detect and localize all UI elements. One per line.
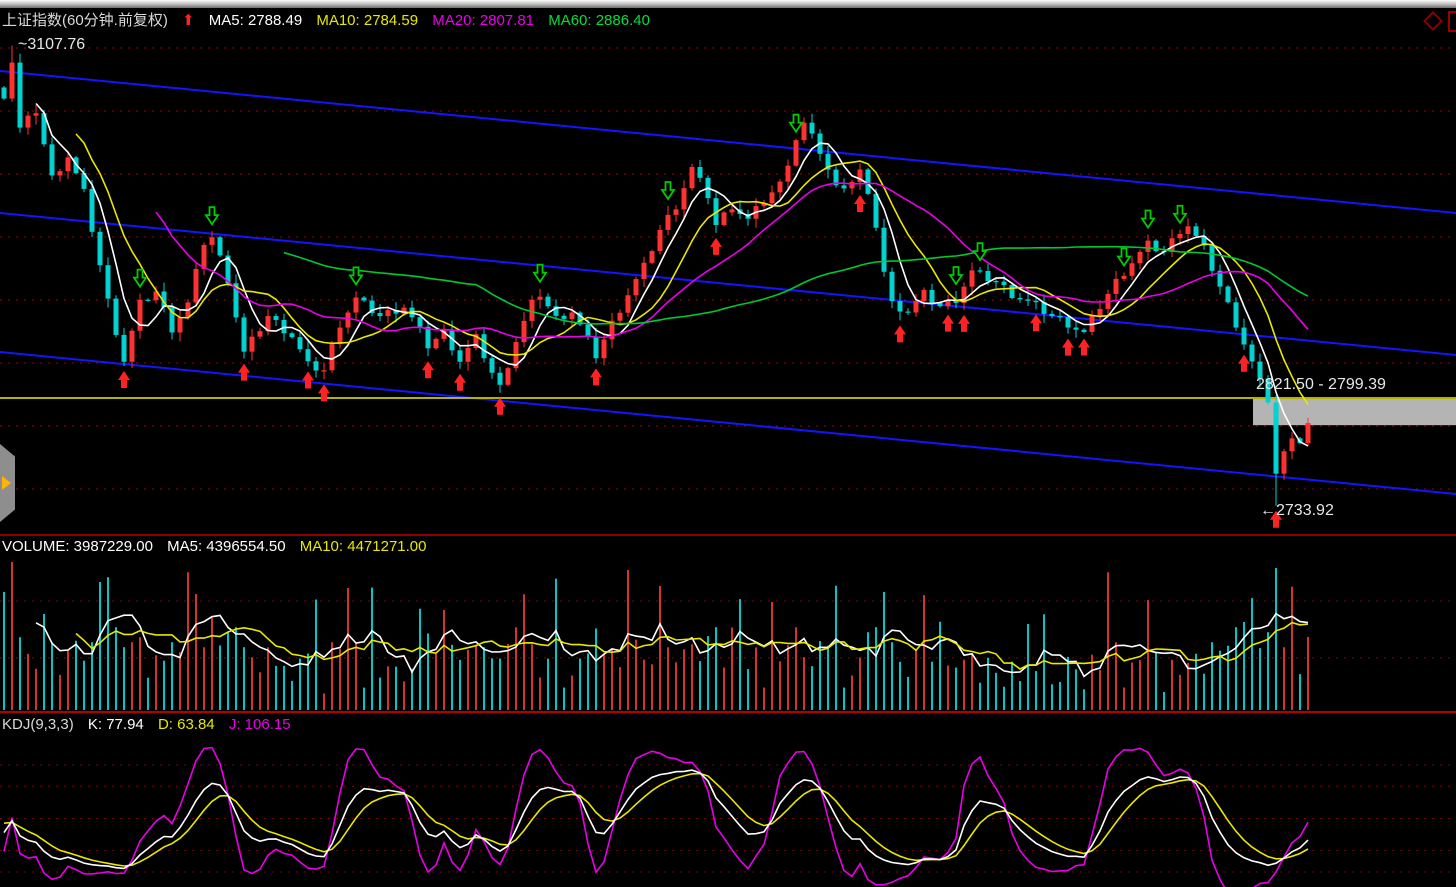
- buy-signal-icon: [238, 363, 250, 381]
- volume-bars: [3, 562, 1309, 710]
- trend-up-arrow-icon: ⬆: [182, 12, 195, 29]
- volume-ma5-line: [35, 612, 1309, 678]
- sell-signal-icon: [1140, 209, 1156, 230]
- sell-signal-icon: [1116, 247, 1132, 268]
- volume-chart[interactable]: [0, 559, 1456, 711]
- panel-separator: [0, 534, 1456, 536]
- ma-line-ma10: [75, 133, 1309, 405]
- instrument-title: 上证指数(60分钟.前复权): [2, 12, 168, 29]
- sell-signal-icon: [348, 266, 364, 287]
- kdj-name: KDJ(9,3,3): [2, 716, 74, 733]
- ma-lines: [35, 102, 1309, 447]
- buy-signal-icon: [590, 368, 602, 386]
- ma20-value: MA20: 2807.81: [432, 12, 535, 29]
- candles: [1, 45, 1311, 506]
- sell-signal-icon: [660, 181, 676, 201]
- volume-ma-lines: [35, 612, 1309, 678]
- window-top-edge: [0, 0, 1456, 8]
- ma-line-ma60: [283, 245, 1309, 325]
- volume-ma5-value: MA5: 4396554.50: [167, 538, 286, 555]
- volume-gridlines: [0, 600, 1456, 659]
- kdj-j-value: J: 106.15: [228, 716, 291, 733]
- sell-signal-icon: [1172, 204, 1188, 225]
- buy-signal-icon: [1270, 510, 1282, 528]
- buy-signal-icon: [302, 371, 314, 389]
- main-candlestick-chart[interactable]: [0, 28, 1456, 534]
- buy-signal-icon: [422, 361, 434, 379]
- panel-separator: [0, 711, 1456, 713]
- volume-value: VOLUME: 3987229.00: [2, 538, 153, 555]
- main-chart-header: 上证指数(60分钟.前复权) ⬆ MA5: 2788.49 MA10: 2784…: [2, 9, 660, 30]
- buy-signal-icon: [942, 314, 954, 332]
- buy-signal-icon: [1238, 354, 1250, 372]
- buy-signal-icon: [1078, 338, 1090, 356]
- buy-signal-icon: [118, 371, 130, 389]
- ma10-value: MA10: 2784.59: [316, 12, 419, 29]
- sell-signal-icon: [788, 113, 804, 134]
- ma60-value: MA60: 2886.40: [548, 12, 650, 29]
- buy-signal-icon: [710, 237, 722, 255]
- kdj-k-value: K: 77.94: [87, 716, 144, 733]
- buy-signal-icon: [454, 373, 466, 391]
- sell-signal-icon: [948, 266, 964, 286]
- sell-signal-icon: [132, 268, 148, 289]
- buy-signal-icon: [1062, 338, 1074, 356]
- kdj-chart[interactable]: [0, 740, 1456, 887]
- signal-arrows: [118, 113, 1282, 528]
- buy-signal-icon: [894, 325, 906, 343]
- buy-signal-icon: [854, 194, 866, 212]
- kdj-j-line: [3, 746, 1309, 887]
- ma5-value: MA5: 2788.49: [208, 12, 303, 29]
- ma-line-ma20: [155, 182, 1309, 339]
- buy-signal-icon: [958, 314, 970, 332]
- volume-ma10-value: MA10: 4471271.00: [299, 538, 427, 555]
- kdj-lines: [3, 746, 1309, 887]
- buy-signal-icon: [318, 384, 330, 402]
- sell-signal-icon: [532, 263, 548, 284]
- sell-signal-icon: [972, 242, 988, 262]
- price-gridlines: [0, 47, 1456, 490]
- clipped-marker-icon[interactable]: [1448, 11, 1456, 32]
- sidebar-expand-handle[interactable]: [0, 444, 15, 522]
- volume-header: VOLUME: 3987229.00 MA5: 4396554.50 MA10:…: [2, 538, 437, 555]
- kdj-gridlines: [0, 764, 1456, 873]
- kdj-d-value: D: 63.84: [157, 716, 215, 733]
- trend-channel-lines: [0, 70, 1456, 495]
- buy-signal-icon: [1030, 314, 1042, 332]
- sell-signal-icon: [204, 206, 220, 226]
- range-tooltip-label: 2821.50 - 2799.39: [1256, 376, 1386, 393]
- kdj-d-line: [3, 772, 1309, 867]
- kdj-header: KDJ(9,3,3) K: 77.94 D: 63.84 J: 106.15: [2, 716, 301, 733]
- peak-price-label: ~3107.76: [18, 36, 86, 53]
- volume-ma10-line: [75, 621, 1309, 670]
- kdj-k-line: [3, 769, 1309, 870]
- expand-arrow-icon: [2, 476, 11, 490]
- low-price-label: ←2733.92: [1260, 502, 1334, 519]
- buy-signal-icon: [494, 397, 506, 415]
